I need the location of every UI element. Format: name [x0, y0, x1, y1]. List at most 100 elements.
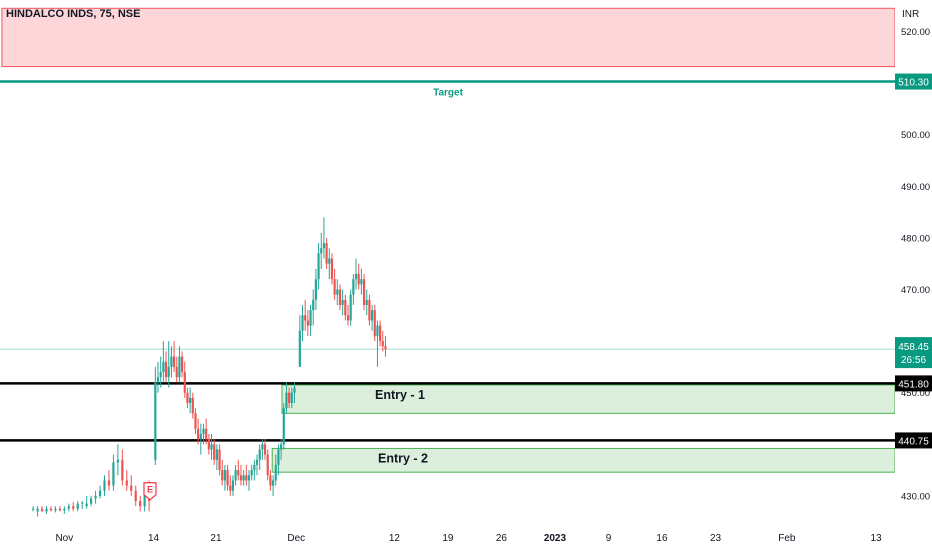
- candle[interactable]: [365, 289, 368, 316]
- candle[interactable]: [178, 346, 181, 383]
- candle[interactable]: [32, 506, 35, 512]
- candle[interactable]: [156, 361, 160, 393]
- candle[interactable]: [170, 346, 173, 378]
- candle[interactable]: [312, 289, 315, 326]
- zone-box-1[interactable]: [1, 7, 896, 68]
- candle[interactable]: [298, 315, 301, 367]
- candle[interactable]: [183, 361, 186, 398]
- candle[interactable]: [376, 320, 379, 367]
- candle[interactable]: [237, 459, 240, 481]
- time-axis[interactable]: [0, 522, 932, 550]
- candle[interactable]: [172, 341, 176, 373]
- candle[interactable]: [354, 258, 358, 290]
- candle[interactable]: [322, 217, 326, 259]
- zone-box-2[interactable]: [281, 384, 896, 414]
- candle[interactable]: [357, 263, 360, 290]
- candle[interactable]: [63, 506, 66, 514]
- candle[interactable]: [85, 495, 88, 509]
- candle[interactable]: [282, 403, 285, 450]
- candle[interactable]: [269, 470, 272, 491]
- candle[interactable]: [245, 464, 248, 486]
- candle[interactable]: [226, 464, 229, 491]
- candle[interactable]: [191, 392, 194, 419]
- candle[interactable]: [250, 464, 253, 481]
- candle[interactable]: [349, 289, 352, 326]
- candle[interactable]: [116, 444, 119, 476]
- earnings-event-marker[interactable]: E: [143, 482, 157, 501]
- candle[interactable]: [199, 423, 202, 455]
- candle[interactable]: [277, 444, 280, 476]
- candle[interactable]: [320, 232, 323, 269]
- candle[interactable]: [76, 501, 79, 512]
- candle[interactable]: [314, 268, 317, 311]
- candle[interactable]: [293, 382, 296, 404]
- candle[interactable]: [325, 237, 328, 269]
- candle[interactable]: [346, 304, 350, 326]
- candle[interactable]: [338, 284, 342, 311]
- candle[interactable]: [344, 294, 347, 321]
- candle[interactable]: [167, 341, 170, 388]
- candle[interactable]: [186, 387, 189, 409]
- candle[interactable]: [253, 459, 256, 481]
- candle[interactable]: [263, 439, 267, 460]
- candle[interactable]: [301, 304, 304, 342]
- candle[interactable]: [330, 253, 334, 285]
- candle[interactable]: [288, 387, 291, 409]
- candle[interactable]: [362, 274, 366, 311]
- candle[interactable]: [98, 485, 102, 499]
- price-axis[interactable]: [895, 0, 932, 550]
- candle[interactable]: [306, 310, 309, 336]
- candle[interactable]: [368, 294, 371, 326]
- candle[interactable]: [370, 304, 374, 331]
- candle[interactable]: [210, 433, 213, 460]
- candle[interactable]: [154, 366, 157, 465]
- candle[interactable]: [130, 475, 133, 496]
- candle[interactable]: [49, 506, 53, 512]
- candle[interactable]: [94, 490, 97, 504]
- candle[interactable]: [229, 475, 232, 496]
- candle[interactable]: [134, 485, 137, 507]
- candle[interactable]: [239, 464, 243, 486]
- candle[interactable]: [234, 464, 237, 486]
- candle[interactable]: [215, 444, 218, 471]
- candle[interactable]: [285, 382, 288, 414]
- candle[interactable]: [54, 506, 57, 513]
- zone-box-3[interactable]: [271, 447, 896, 473]
- candle[interactable]: [266, 449, 269, 481]
- candle[interactable]: [384, 335, 387, 357]
- candle[interactable]: [309, 304, 312, 336]
- candle[interactable]: [207, 433, 210, 455]
- candle[interactable]: [81, 501, 84, 509]
- candle[interactable]: [221, 459, 224, 486]
- candle[interactable]: [139, 495, 142, 512]
- candle[interactable]: [328, 248, 331, 280]
- candle[interactable]: [280, 439, 283, 460]
- candle[interactable]: [36, 506, 39, 517]
- candle[interactable]: [218, 444, 221, 476]
- candle[interactable]: [189, 387, 192, 414]
- candle[interactable]: [72, 502, 75, 512]
- candle[interactable]: [205, 418, 208, 445]
- candle[interactable]: [247, 470, 251, 491]
- candle[interactable]: [58, 506, 61, 512]
- candle[interactable]: [341, 289, 344, 316]
- candle[interactable]: [360, 268, 363, 295]
- candle[interactable]: [271, 475, 275, 496]
- candle[interactable]: [223, 464, 227, 491]
- candle[interactable]: [290, 387, 293, 409]
- candle[interactable]: [164, 351, 168, 383]
- candle[interactable]: [333, 268, 336, 300]
- candle[interactable]: [261, 439, 264, 460]
- candle[interactable]: [379, 320, 382, 347]
- candle[interactable]: [213, 439, 216, 465]
- candle[interactable]: [40, 506, 44, 512]
- candle[interactable]: [162, 341, 165, 383]
- candle[interactable]: [159, 356, 162, 388]
- candle[interactable]: [336, 279, 339, 305]
- candle[interactable]: [304, 299, 307, 331]
- candle[interactable]: [125, 470, 128, 491]
- candle[interactable]: [107, 470, 111, 491]
- candle[interactable]: [112, 454, 115, 491]
- candle[interactable]: [197, 418, 200, 445]
